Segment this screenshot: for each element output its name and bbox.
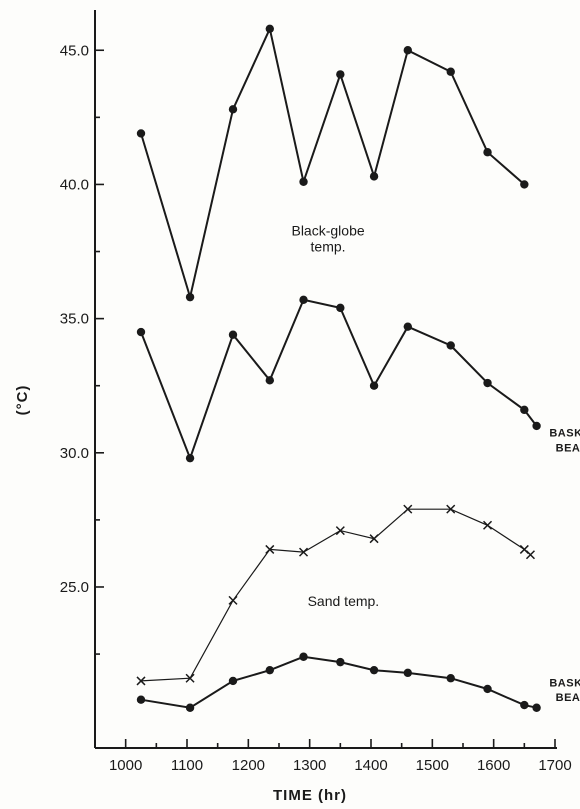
x-tick-label: 1500	[416, 757, 449, 774]
data-point	[483, 148, 492, 157]
series-2	[136, 295, 541, 463]
x-tick-label: 1600	[477, 757, 510, 774]
data-point	[369, 665, 379, 675]
data-point	[299, 177, 308, 186]
x-tick-label: 1000	[109, 757, 142, 774]
data-point	[228, 676, 238, 686]
data-point-x-marker	[446, 504, 456, 514]
data-point	[265, 665, 274, 675]
data-point	[532, 421, 541, 431]
data-point	[532, 703, 541, 712]
y-tick-label: 30.0	[60, 445, 89, 462]
data-point-x-marker	[403, 504, 413, 514]
y-tick-label: 35.0	[60, 311, 89, 328]
data-point	[299, 652, 308, 661]
data-point-x-marker	[369, 534, 379, 544]
data-point	[265, 376, 274, 385]
data-point	[299, 295, 308, 305]
data-point	[483, 378, 492, 388]
data-point-x-marker	[335, 526, 345, 536]
axes: 25.0 30.0 35.0 40.0 45.0 1000 1100 1200 1300 1400…	[60, 10, 572, 774]
series-label: Sand temp.	[308, 593, 380, 609]
data-point	[446, 341, 455, 350]
data-point	[446, 67, 455, 76]
data-point	[185, 453, 195, 463]
series-3	[136, 504, 535, 686]
y-tick-label: 25.0	[60, 579, 89, 596]
data-point	[136, 327, 146, 337]
data-point	[403, 668, 412, 678]
basking-beach-label: BASKINGBEACH	[549, 677, 580, 704]
data-point	[403, 46, 412, 55]
series-1	[136, 24, 529, 302]
x-tick-label: 1700	[538, 757, 571, 774]
y-axis-title: (°C)	[14, 385, 31, 416]
data-point	[185, 703, 195, 712]
data-point	[136, 695, 146, 704]
series-line	[140, 508, 531, 682]
data-point-x-marker	[483, 520, 493, 530]
series-4	[136, 652, 541, 712]
data-point	[403, 322, 412, 331]
data-point	[369, 381, 379, 390]
x-axis-title: TIME (hr)	[273, 787, 347, 804]
x-tick-label: 1200	[232, 757, 265, 774]
data-point	[136, 129, 146, 138]
x-tick-label: 1400	[354, 757, 387, 774]
data-point	[483, 684, 492, 694]
data-point	[228, 330, 238, 339]
data-point	[520, 180, 529, 189]
data-point	[336, 70, 345, 79]
data-point-x-marker	[525, 550, 535, 560]
data-point	[336, 657, 345, 667]
data-point	[228, 105, 238, 114]
series-line	[140, 25, 525, 302]
data-point-x-marker	[299, 547, 309, 557]
series-label: Black-globe temp.	[291, 222, 364, 254]
basking-beach-label: BASKINGBEACH	[549, 428, 580, 455]
series-line	[140, 655, 537, 709]
data-point	[446, 674, 455, 683]
series-line	[140, 298, 538, 462]
y-tick-label: 40.0	[60, 176, 89, 193]
data-point	[520, 405, 529, 415]
data-point-x-marker	[265, 544, 275, 554]
data-point	[520, 700, 529, 710]
x-tick-label: 1100	[171, 757, 203, 774]
series-group	[136, 24, 541, 712]
y-tick-label: 45.0	[60, 42, 89, 59]
data-point	[265, 24, 274, 33]
data-point	[185, 292, 195, 302]
data-point	[336, 303, 345, 313]
data-point-x-marker	[228, 595, 238, 605]
data-point-x-marker	[185, 673, 195, 683]
data-point-x-marker	[136, 676, 146, 686]
x-tick-label: 1300	[293, 757, 326, 774]
data-point	[369, 172, 379, 181]
